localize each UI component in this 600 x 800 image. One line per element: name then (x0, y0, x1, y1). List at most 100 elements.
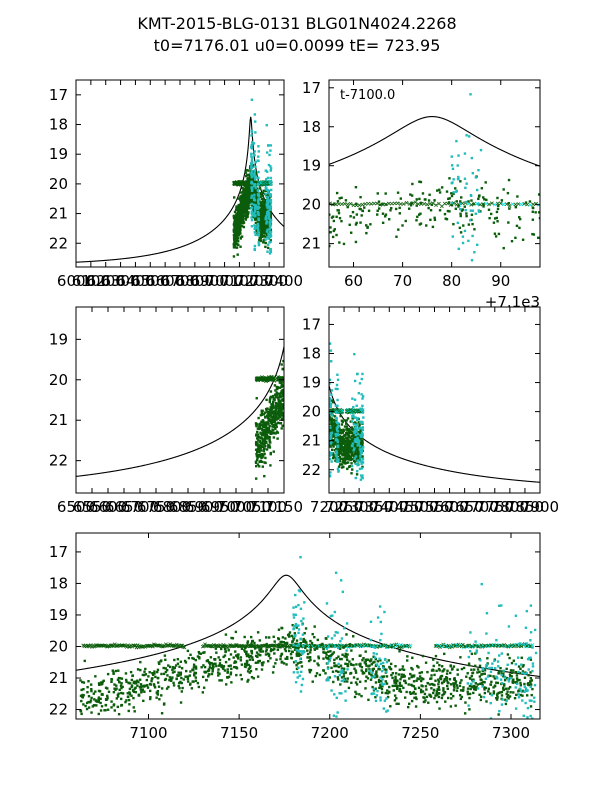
dark-point (348, 428, 351, 432)
dark-point (233, 241, 236, 244)
dark-point (196, 655, 200, 658)
flat-point (451, 643, 455, 648)
dark-point (253, 218, 257, 221)
dark-point (259, 220, 263, 223)
dark-point (394, 672, 398, 675)
plot-area (329, 342, 540, 483)
dark-point (279, 413, 282, 416)
dark-point (282, 398, 284, 402)
dark-point (258, 209, 262, 212)
dark-point (341, 431, 344, 434)
dark-point (509, 669, 513, 672)
x-tick-label: 6200 (87, 272, 125, 290)
dark-point (329, 430, 331, 433)
dark-point (239, 228, 242, 232)
dark-point (256, 430, 259, 434)
light-point (463, 229, 467, 233)
dark-point (268, 439, 271, 442)
dark-point (450, 194, 454, 198)
dark-point (265, 430, 268, 434)
dark-point (350, 472, 353, 475)
flat-point (514, 643, 518, 647)
light-point (252, 198, 256, 202)
dark-point (344, 455, 347, 458)
light-point (267, 217, 270, 220)
light-point (268, 153, 271, 157)
light-point (335, 455, 339, 458)
dark-point (249, 198, 252, 201)
flat-point (214, 643, 218, 648)
dark-point (267, 645, 271, 648)
dark-point (82, 694, 85, 697)
dark-point (332, 452, 335, 455)
dark-point (333, 421, 336, 424)
dark-point (358, 207, 361, 211)
dark-point (258, 465, 261, 468)
flat-series (329, 200, 540, 209)
light-point (252, 214, 256, 217)
dark-point (240, 225, 244, 228)
dark-point (245, 174, 248, 178)
dark-point (454, 187, 457, 190)
dark-point (258, 427, 261, 431)
dark-point (245, 168, 248, 172)
dark-point (258, 425, 261, 429)
dark-point (341, 460, 344, 464)
dark-point (505, 692, 508, 696)
dark-point (354, 421, 357, 424)
dark-point (81, 693, 84, 697)
dark-point (343, 419, 346, 422)
dark-point (248, 186, 251, 190)
dark-point (329, 650, 332, 653)
light-point (334, 387, 338, 391)
dark-point (232, 214, 236, 218)
dark-point (416, 215, 419, 219)
dark-point (263, 447, 266, 450)
dark-point (397, 673, 401, 676)
dark-series (79, 622, 534, 716)
dark-point (272, 414, 275, 417)
light-point (450, 155, 453, 158)
dark-point (255, 397, 258, 400)
dark-series (329, 175, 540, 250)
light-point (254, 204, 257, 208)
light-point (361, 420, 364, 424)
dark-point (280, 390, 283, 393)
light-point (360, 462, 363, 465)
dark-point (282, 359, 284, 363)
dark-point (294, 642, 297, 646)
dark-point (333, 426, 337, 429)
light-point (253, 184, 257, 187)
dark-point (262, 413, 266, 416)
light-point (330, 460, 333, 463)
dark-point (483, 198, 486, 201)
light-point (254, 120, 257, 123)
dark-point (264, 241, 267, 245)
flat-point (336, 202, 341, 206)
dark-point (343, 461, 346, 464)
flat-series (81, 642, 535, 650)
dark-point (351, 454, 354, 457)
dark-point (331, 235, 335, 239)
dark-point (394, 207, 398, 211)
dark-point (141, 673, 145, 677)
dark-point (474, 652, 477, 655)
dark-point (259, 446, 262, 450)
dark-point (340, 657, 343, 661)
dark-point (272, 436, 276, 439)
dark-point (333, 658, 336, 662)
dark-point (346, 467, 349, 471)
dark-point (232, 246, 236, 249)
dark-point (192, 663, 196, 666)
dark-point (353, 461, 357, 464)
dark-point (246, 196, 249, 200)
dark-point (248, 201, 251, 205)
dark-point (246, 187, 249, 190)
dark-point (519, 667, 522, 671)
flat-point (442, 201, 447, 206)
dark-point (529, 677, 533, 680)
dark-point (254, 434, 258, 437)
light-point (269, 180, 272, 183)
flat-point (386, 644, 391, 649)
dark-point (302, 640, 305, 643)
